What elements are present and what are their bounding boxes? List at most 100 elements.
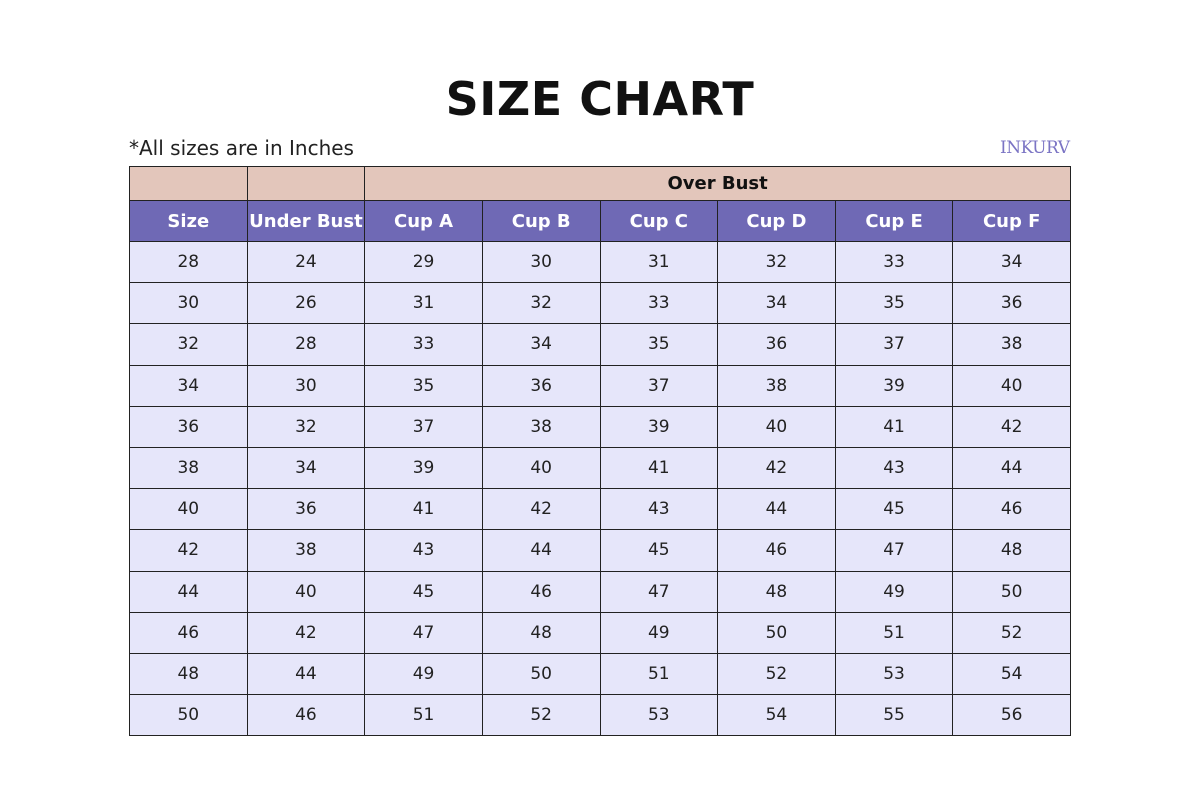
table-cell: 36	[717, 323, 836, 366]
table-cell: 47	[364, 611, 483, 654]
table-cell: 34	[952, 240, 1071, 284]
table-cell: 38	[246, 529, 366, 572]
column-header: Cup A	[364, 200, 483, 242]
table-cell: 46	[129, 611, 248, 654]
table-row: 40 36 41 42 43 44 45 46	[129, 488, 1071, 531]
table-row: 46 42 47 48 49 50 51 52	[129, 611, 1071, 654]
table-cell: 42	[717, 446, 836, 490]
table-cell: 56	[952, 694, 1071, 737]
table-cell: 44	[129, 570, 248, 613]
table-cell: 42	[129, 529, 248, 572]
table-cell: 51	[599, 652, 719, 696]
table-cell: 48	[717, 570, 836, 613]
column-header: Under Bust	[246, 200, 366, 242]
table-row: 48 44 49 50 51 52 53 54	[129, 652, 1071, 696]
table-cell: 24	[246, 240, 366, 284]
table-cell: 43	[599, 488, 719, 531]
table-cell: 32	[717, 240, 836, 284]
table-row: 42 38 43 44 45 46 47 48	[129, 529, 1071, 572]
brand-logo: INKURV	[1000, 138, 1070, 158]
table-cell: 34	[246, 446, 366, 490]
table-cell: 39	[599, 405, 719, 448]
table-cell: 45	[834, 488, 954, 531]
table-cell: 36	[129, 405, 248, 448]
table-cell: 34	[717, 282, 836, 325]
table-cell: 52	[952, 611, 1071, 654]
table-cell: 45	[599, 529, 719, 572]
table-cell: 39	[834, 364, 954, 407]
table-cell: 31	[364, 282, 483, 325]
table-cell: 35	[364, 364, 483, 407]
table-cell: 26	[246, 282, 366, 325]
table-cell: 44	[952, 446, 1071, 490]
column-header: Cup D	[717, 200, 836, 242]
table-cell: 45	[364, 570, 483, 613]
table-cell: 42	[952, 405, 1071, 448]
table-cell: 46	[481, 570, 601, 613]
table-row: 30 26 31 32 33 34 35 36	[129, 282, 1071, 325]
table-cell: 50	[129, 694, 248, 737]
table-cell: 39	[364, 446, 483, 490]
table-cell: 47	[834, 529, 954, 572]
table-cell: 34	[129, 364, 248, 407]
table-cell: 37	[599, 364, 719, 407]
table-cell: 31	[599, 240, 719, 284]
table-cell: 50	[952, 570, 1071, 613]
table-cell: 41	[599, 446, 719, 490]
column-header: Cup B	[481, 200, 601, 242]
table-cell: 48	[952, 529, 1071, 572]
table-cell: 40	[952, 364, 1071, 407]
page-title: SIZE CHART	[445, 72, 755, 126]
table-cell: 53	[834, 652, 954, 696]
table-cell: 35	[599, 323, 719, 366]
table-cell: 49	[364, 652, 483, 696]
table-cell: 55	[834, 694, 954, 737]
table-row: 34 30 35 36 37 38 39 40	[129, 364, 1071, 407]
table-cell: 49	[834, 570, 954, 613]
table-cell: 28	[246, 323, 366, 366]
table-cell: 28	[129, 240, 248, 284]
column-header: Cup F	[952, 200, 1071, 242]
table-cell: 42	[246, 611, 366, 654]
table-cell: 38	[129, 446, 248, 490]
table-cell: 49	[599, 611, 719, 654]
table-cell: 54	[952, 652, 1071, 696]
table-cell: 47	[599, 570, 719, 613]
table-body: 28 24 29 30 31 32 33 34 30 26 31 32 33 34 35 36 32 28 33 34…	[129, 240, 1071, 737]
table-cell: 53	[599, 694, 719, 737]
table-cell: 30	[246, 364, 366, 407]
empty-header-cell	[246, 166, 366, 201]
table-cell: 42	[481, 488, 601, 531]
table-cell: 40	[481, 446, 601, 490]
table-row: 38 34 39 40 41 42 43 44	[129, 446, 1071, 490]
table-cell: 36	[952, 282, 1071, 325]
table-cell: 46	[246, 694, 366, 737]
table-cell: 44	[717, 488, 836, 531]
table-cell: 41	[364, 488, 483, 531]
table-cell: 52	[481, 694, 601, 737]
table-cell: 51	[364, 694, 483, 737]
units-note: *All sizes are in Inches	[129, 136, 354, 160]
table-cell: 35	[834, 282, 954, 325]
table-cell: 37	[834, 323, 954, 366]
table-cell: 29	[364, 240, 483, 284]
table-cell: 40	[246, 570, 366, 613]
table-cell: 34	[481, 323, 601, 366]
table-cell: 30	[129, 282, 248, 325]
column-header: Size	[129, 200, 248, 242]
table-cell: 37	[364, 405, 483, 448]
over-bust-header: Over Bust	[364, 166, 1071, 201]
table-cell: 48	[129, 652, 248, 696]
table-cell: 54	[717, 694, 836, 737]
table-cell: 36	[246, 488, 366, 531]
table-cell: 30	[481, 240, 601, 284]
table-cell: 40	[717, 405, 836, 448]
table-cell: 51	[834, 611, 954, 654]
column-header: Cup C	[599, 200, 719, 242]
table-cell: 38	[952, 323, 1071, 366]
table-cell: 46	[952, 488, 1071, 531]
table-cell: 43	[364, 529, 483, 572]
table-cell: 50	[481, 652, 601, 696]
